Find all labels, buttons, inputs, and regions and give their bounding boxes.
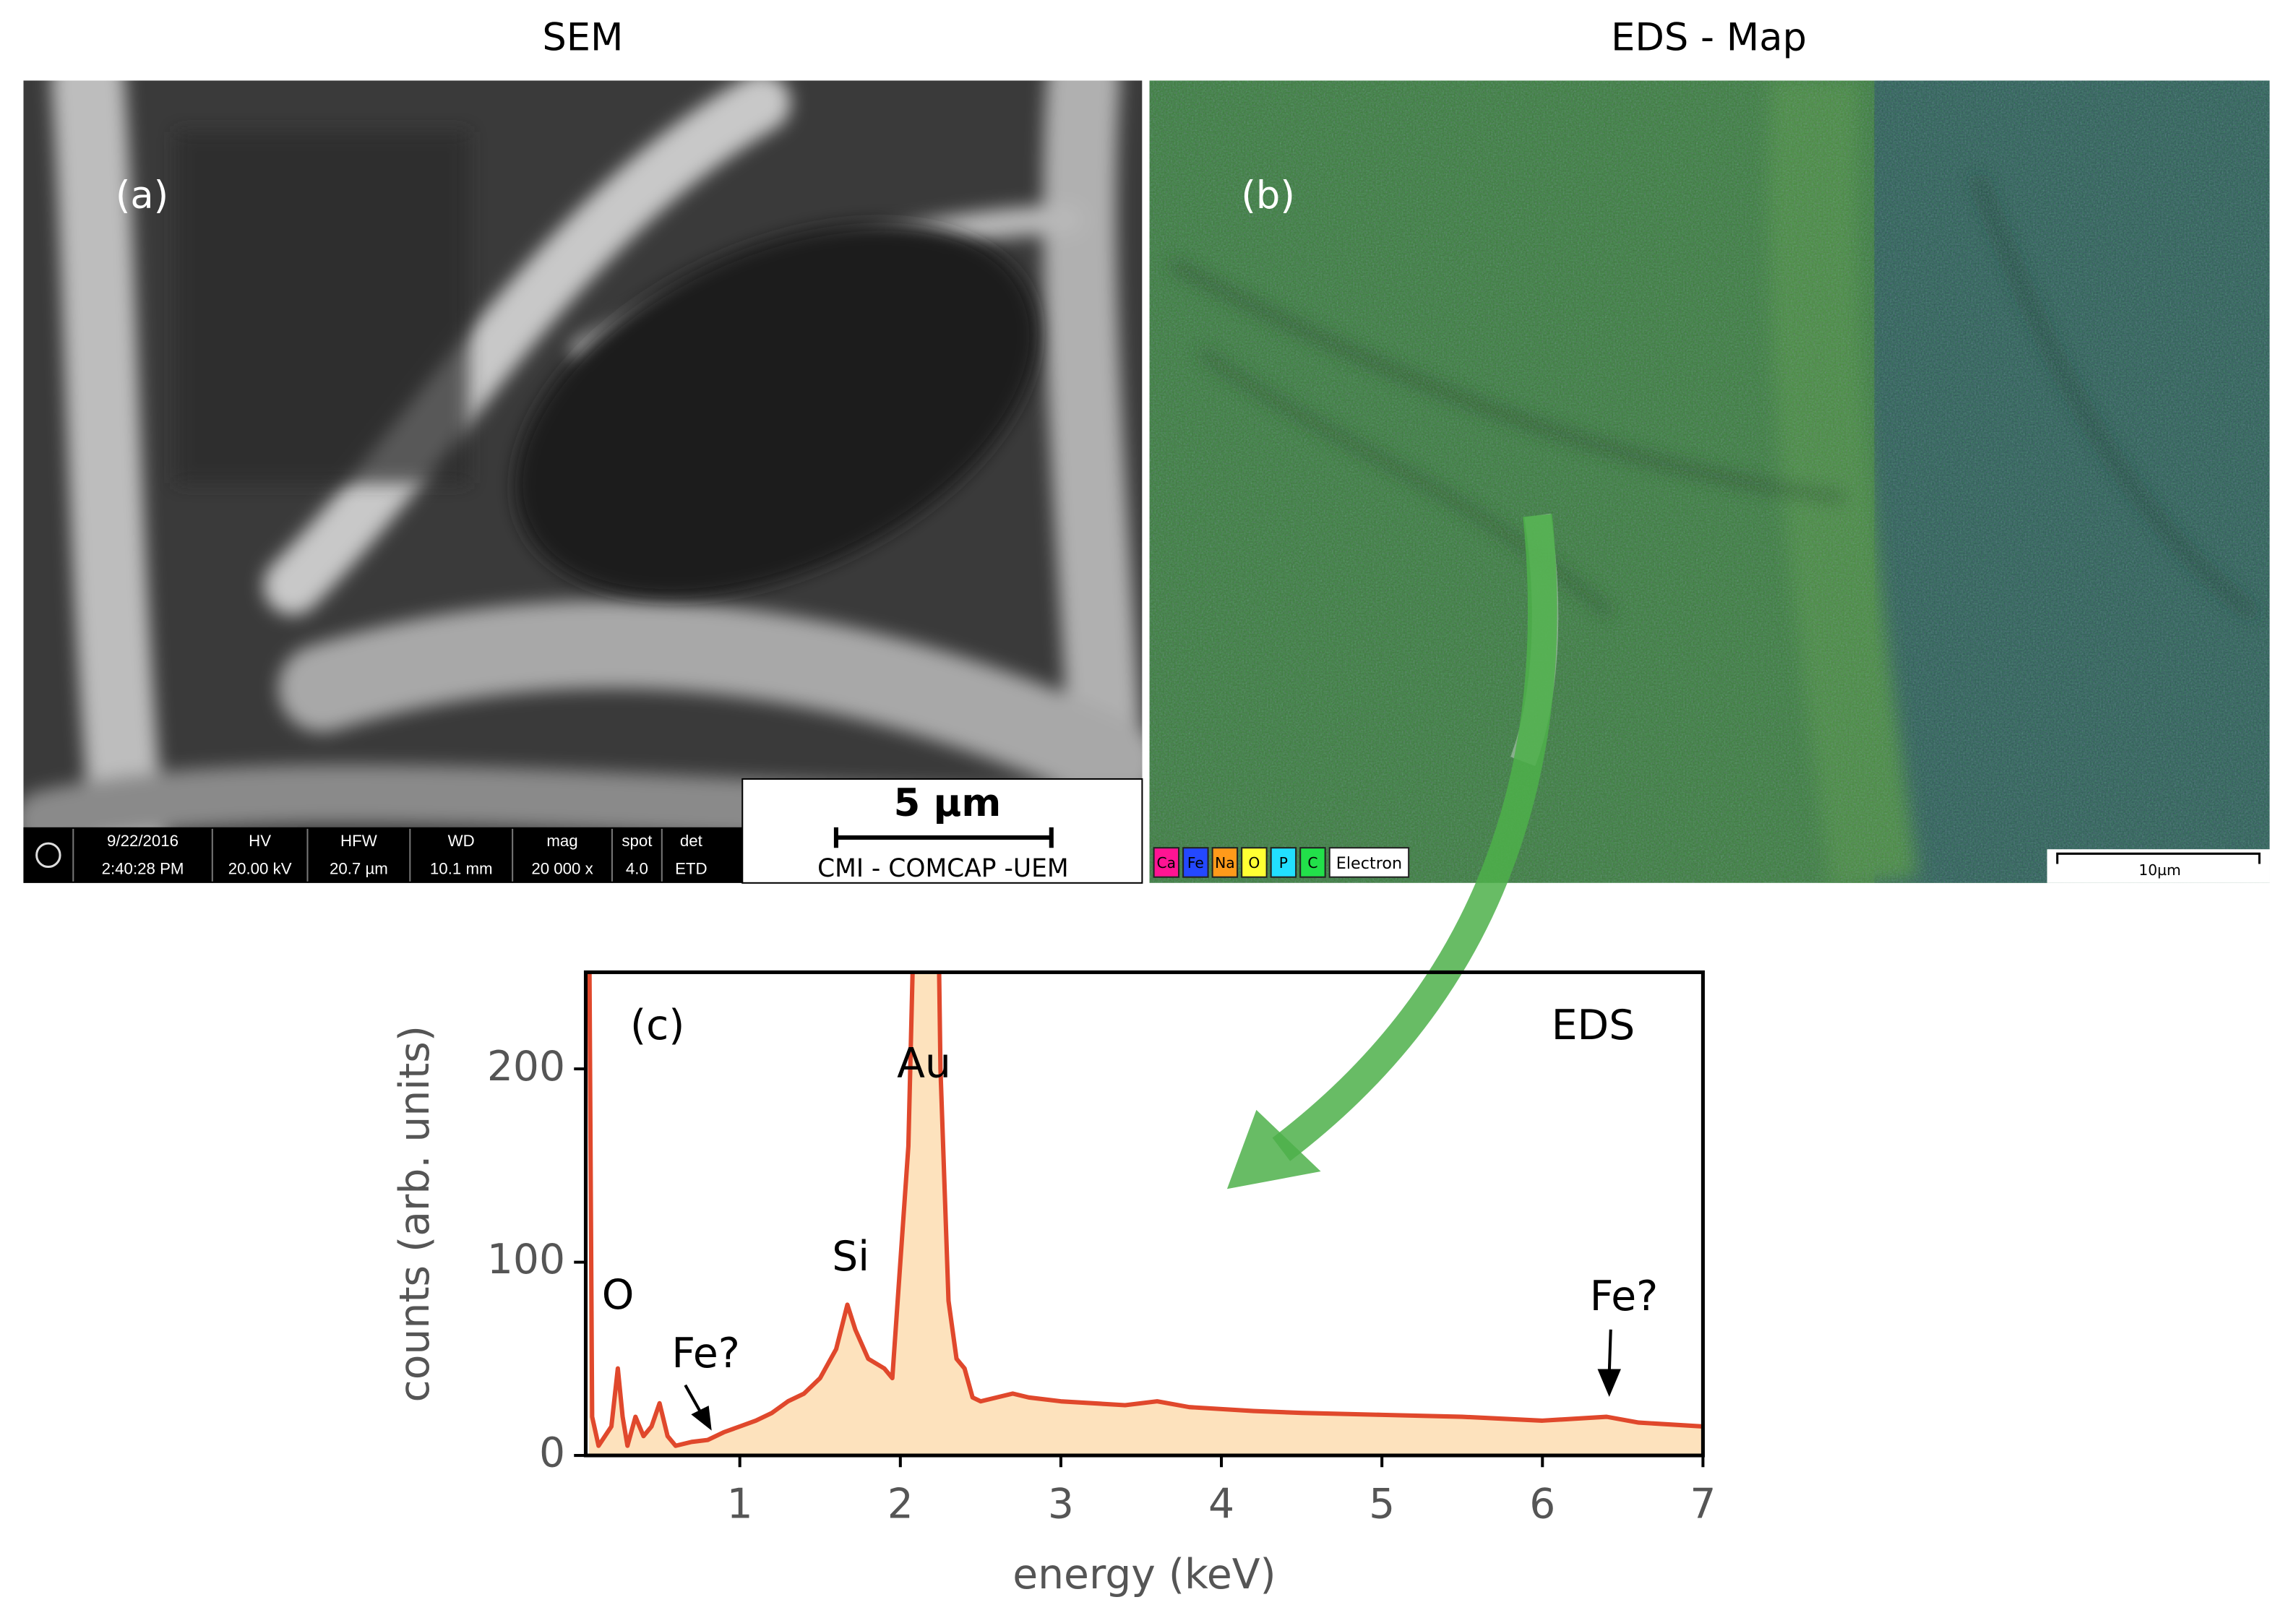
sem-scale-box [741,778,1143,884]
legend-chip [1241,847,1268,878]
info-text: ETD [675,859,708,877]
info-text: 20.7 µm [330,859,388,877]
x-tick-label: 4 [1208,1481,1234,1528]
legend-chip [1270,847,1297,878]
legend-text: O [1248,854,1260,872]
info-text: HV [249,832,271,850]
eds-map-image [1149,80,2270,883]
link-arrow-head [1226,1109,1321,1189]
y-axis-label: counts (arb. units) [391,1025,439,1402]
annotation: Si [832,1233,869,1281]
info-text: 2:40:28 PM [102,859,184,877]
legend-chip [1153,847,1180,878]
annotation: Fe? [671,1330,740,1377]
info-text: 9/22/2016 [107,832,179,850]
annotation: O [602,1271,635,1319]
info-text: det [680,832,703,850]
legend-text: Na [1215,854,1235,872]
info-text: spot [622,832,653,850]
legend-text: Fe [1187,854,1204,872]
legend-chip [1182,847,1209,878]
sem-footer: CMI - COMCAP -UEM [817,854,1069,883]
link-arrow [1272,514,1557,1161]
sem-scale-bar [833,827,1054,848]
legend-text: Electron [1336,854,1402,873]
annotation: Au [897,1040,951,1088]
legend-chip [1299,847,1326,878]
plot-area [587,972,1703,1456]
eds-scale-text: 10µm [2138,861,2180,879]
sem-scale-text: 5 µm [894,781,1002,825]
spectrum-line [587,972,1703,1448]
annotation-arrow [1607,1329,1612,1374]
sem-title: SEM [542,15,623,59]
annotation-arrow-head [1597,1369,1621,1397]
info-text: 20.00 kV [228,859,292,877]
legend-text: Ca [1157,854,1177,872]
sem-image [23,80,1143,883]
x-tick-label: 6 [1529,1481,1555,1528]
info-text: mag [546,832,577,850]
annotation-arrow-head [691,1406,712,1431]
info-text: WD [448,832,475,850]
x-tick-label: 5 [1369,1481,1395,1528]
x-tick-label: 7 [1690,1481,1716,1528]
eds-scale-bar [2056,852,2261,864]
eds-map-label: (b) [1241,173,1295,218]
x-tick-label: 1 [727,1481,753,1528]
info-text: 10.1 mm [430,859,493,877]
legend-chip [1211,847,1239,878]
plot-frame [583,970,1705,1458]
y-tick-label: 100 [487,1236,565,1283]
eds-map-title: EDS - Map [1611,15,1807,59]
x-tick-label: 3 [1048,1481,1074,1528]
info-text: 20 000 x [531,859,593,877]
sem-label: (a) [116,173,168,218]
eds-scale-box [2047,849,2270,883]
annotation: (c) [630,1002,684,1049]
x-tick-label: 2 [887,1481,913,1528]
sem-logo [35,842,61,869]
sem-info-bar [23,827,743,883]
annotation: Fe? [1590,1273,1659,1320]
legend-text: C [1307,854,1317,872]
annotation: EDS [1552,1002,1635,1049]
legend-chip [1328,847,1410,878]
x-axis-label: energy (keV) [1012,1551,1276,1598]
legend-text: P [1279,854,1288,872]
y-tick-label: 200 [487,1043,565,1090]
info-text: HFW [340,832,377,850]
info-text: 4.0 [626,859,648,877]
y-tick-label: 0 [539,1429,565,1477]
